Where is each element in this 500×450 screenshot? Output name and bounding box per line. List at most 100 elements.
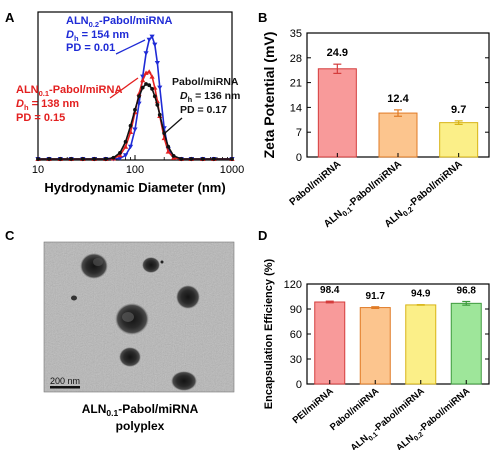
y-tick-label: 0: [296, 379, 302, 391]
panel-c-letter: C: [5, 228, 15, 243]
category-label: ALN0.2-Pabol/miRNA: [394, 386, 473, 450]
x-tick-label: 10: [32, 164, 44, 176]
series-point-2: [111, 155, 116, 160]
series-point-1: [122, 144, 129, 149]
bar: [314, 301, 346, 385]
y-tick-label: 21: [290, 78, 302, 90]
series-point-2: [179, 157, 184, 161]
annotation-aln01-dh: Dh = 138 nm: [16, 98, 79, 112]
zeta-potential-chart: 0 7 14 21 28 35 Zeta Potential (mV) 24.9 Pabol/m…: [261, 28, 490, 230]
panel-d: D 0 30 60 90 120 Encapsulation Efficiency (%)…: [258, 228, 490, 450]
series-point-2: [69, 157, 74, 161]
series-point-0: [132, 127, 138, 132]
annotation-pabol: Pabol/miRNA Dh = 136 nm PD = 0.17: [164, 76, 240, 134]
panel-b-letter: B: [258, 10, 267, 25]
encapsulation-efficiency-chart: 0 30 60 90 120 Encapsulation Efficiency (%) 98…: [263, 258, 490, 450]
series-point-2: [171, 154, 176, 158]
series-point-2: [166, 144, 171, 149]
y-tick-label: 28: [290, 53, 302, 65]
category-label: Pabol/miRNA: [288, 159, 344, 208]
annotation-aln02-name: ALN0.2-Pabol/miRNA: [66, 15, 172, 29]
bar: [317, 68, 357, 158]
series-point-0: [154, 61, 160, 66]
panel-c: C 200 nm ALN0.1-Pabol/miRNA polyplex: [5, 228, 235, 433]
x-tick-label: 100: [126, 164, 144, 176]
series-point-2: [144, 82, 148, 86]
annotation-pabol-pd: PD = 0.17: [180, 104, 227, 116]
tem-caption-line1: ALN0.1-Pabol/miRNA: [82, 402, 199, 418]
series-point-0: [122, 153, 129, 158]
series-point-0: [157, 85, 163, 91]
series-point-0: [143, 51, 149, 56]
tem-caption-line2: polyplex: [116, 419, 165, 433]
series-point-1: [127, 129, 134, 134]
series-point-1: [165, 149, 171, 154]
panel-a-letter: A: [5, 10, 15, 25]
annotation-aln02-arrow: [115, 39, 146, 55]
x-axis-label: Hydrodynamic Diameter (nm): [44, 180, 225, 195]
data-label: 24.9: [327, 47, 348, 59]
series-point-1: [143, 70, 149, 75]
series-point-2: [123, 139, 128, 144]
series-point-1: [140, 77, 146, 83]
series-point-2: [152, 94, 157, 99]
annotation-pabol-dh: Dh = 136 nm: [180, 90, 240, 104]
annotation-aln01: ALN0.1-Pabol/miRNA Dh = 138 nm PD = 0.15: [16, 77, 139, 124]
annotation-aln01-pd: PD = 0.15: [16, 112, 65, 124]
bar: [359, 307, 391, 385]
data-label: 9.7: [451, 104, 466, 116]
scale-bar-label: 200 nm: [50, 376, 80, 386]
y-tick-label: 7: [296, 127, 302, 139]
tem-particles: [71, 253, 200, 391]
series-point-2: [157, 112, 162, 117]
bar: [378, 112, 418, 158]
category-label: PEI/miRNA: [291, 386, 336, 426]
annotation-aln02-pd: PD = 0.01: [66, 42, 115, 54]
series-point-2: [128, 123, 133, 128]
panel-d-letter: D: [258, 228, 267, 243]
y-axis-label: Encapsulation Efficiency (%): [263, 258, 275, 409]
annotation-aln02-dh: Dh = 154 nm: [66, 29, 129, 43]
series-point-2: [36, 157, 40, 161]
series-point-2: [189, 157, 194, 161]
series-point-1: [117, 152, 123, 158]
y-tick-label: 0: [296, 152, 302, 164]
series-point-2: [80, 157, 85, 161]
series-point-2: [133, 107, 137, 112]
data-label: 98.4: [320, 285, 340, 296]
x-tick-label: 1000: [220, 164, 244, 176]
series-point-2: [58, 157, 63, 161]
series-point-0: [146, 37, 152, 43]
panel-a: A 10 100 1000 Hydrodynamic Diameter (nm) AL…: [5, 10, 244, 195]
bar: [450, 302, 482, 385]
tem-image: [44, 242, 234, 392]
data-label: 91.7: [366, 291, 386, 302]
series-point-2: [118, 150, 122, 155]
dls-size-chart: 10 100 1000 Hydrodynamic Diameter (nm): [32, 11, 244, 195]
scale-bar-line: [50, 386, 80, 389]
series-point-0: [127, 144, 134, 150]
annotation-pabol-name: Pabol/miRNA: [172, 76, 239, 88]
series-point-0: [149, 34, 155, 40]
y-tick-label: 90: [290, 304, 302, 316]
y-tick-label: 30: [290, 354, 302, 366]
series-point-2: [147, 83, 152, 88]
data-label: 12.4: [387, 93, 409, 105]
series-point-2: [103, 157, 108, 161]
annotation-aln01-arrow: [109, 77, 139, 99]
series-point-0: [117, 156, 123, 161]
data-label: 94.9: [411, 289, 431, 300]
y-tick-label: 60: [290, 329, 302, 341]
series-point-2: [155, 102, 160, 107]
series-point-2: [137, 94, 141, 99]
series-point-1: [149, 74, 155, 79]
y-axis-label: Zeta Potential (mV): [261, 32, 277, 159]
series-point-1: [146, 69, 152, 74]
annotation-aln02: ALN0.2-Pabol/miRNA Dh = 154 nm PD = 0.01: [66, 15, 172, 55]
y-tick-label: 120: [284, 279, 302, 291]
series-point-2: [211, 157, 216, 161]
y-tick-label: 35: [290, 28, 302, 40]
y-tick-label: 14: [290, 102, 302, 114]
annotation-aln01-name: ALN0.1-Pabol/miRNA: [16, 84, 122, 98]
